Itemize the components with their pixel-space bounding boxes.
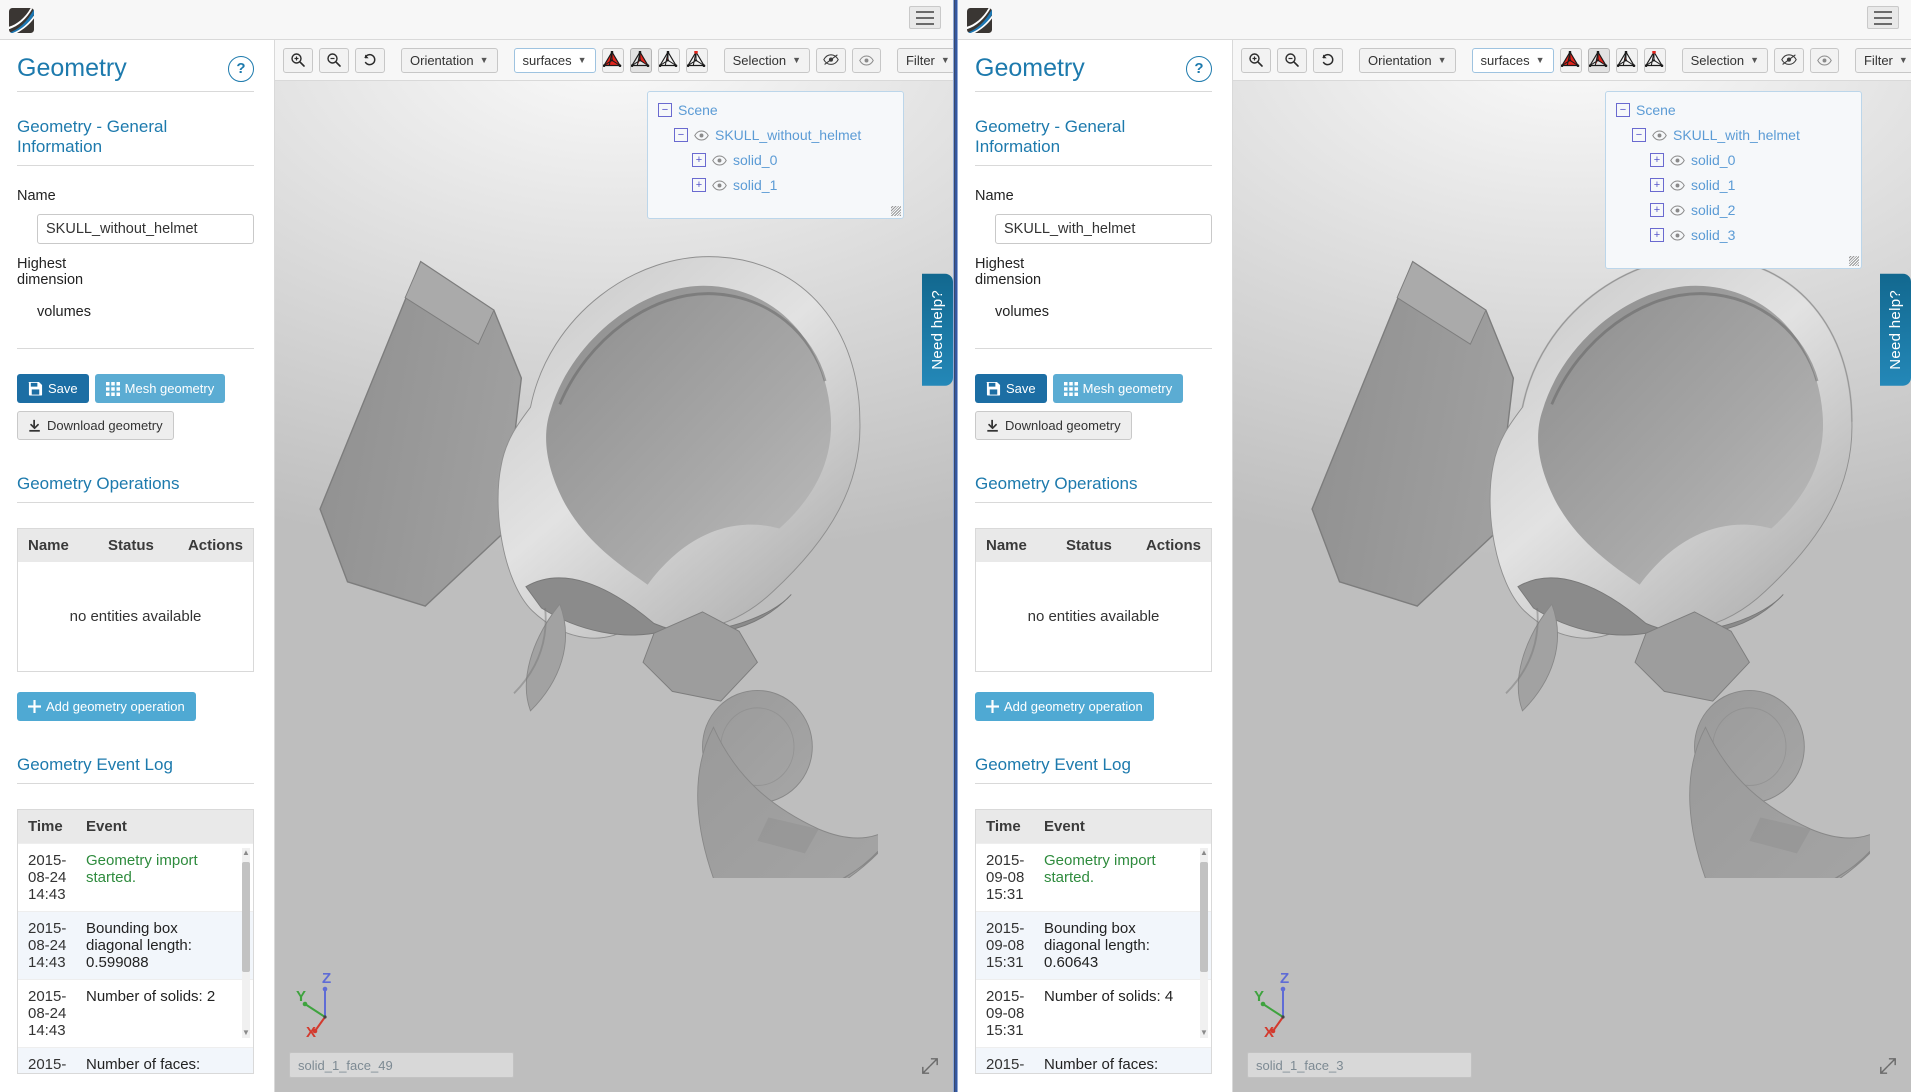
svg-text:X: X (306, 1024, 316, 1039)
svg-text:X: X (1264, 1024, 1274, 1039)
svg-text:Z: Z (1280, 970, 1289, 987)
svg-text:Z: Z (322, 970, 331, 987)
svg-text:Y: Y (1254, 988, 1264, 1005)
svg-text:Y: Y (296, 988, 306, 1005)
